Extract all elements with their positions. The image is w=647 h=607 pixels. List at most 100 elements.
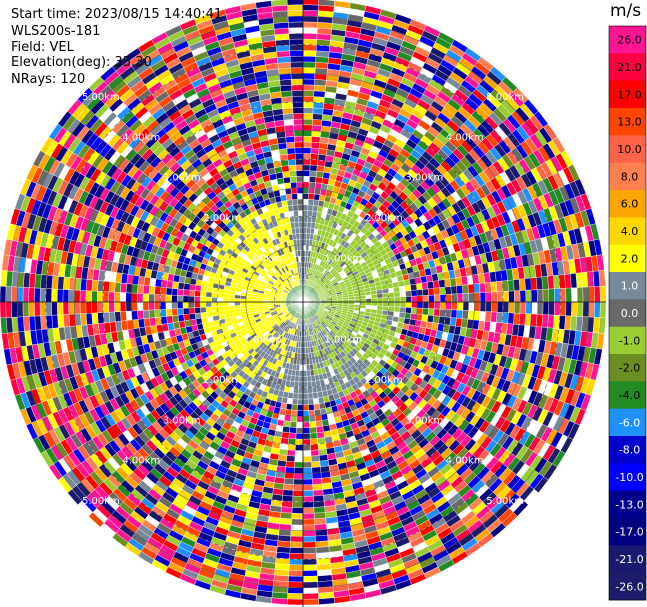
velocity-gate	[404, 312, 412, 320]
velocity-gate	[308, 181, 316, 189]
velocity-gate	[548, 288, 555, 303]
velocity-gate	[417, 295, 424, 303]
velocity-gate	[302, 513, 315, 520]
velocity-gate	[316, 165, 325, 173]
velocity-gate	[205, 296, 212, 303]
velocity-gate	[22, 301, 30, 317]
velocity-gate	[297, 393, 304, 400]
velocity-gate	[490, 281, 498, 293]
velocity-gate	[17, 301, 24, 318]
velocity-gate	[302, 147, 312, 154]
velocity-gate	[79, 301, 87, 314]
velocity-gate	[594, 301, 601, 318]
velocity-gate	[535, 276, 543, 290]
velocity-gate	[302, 113, 314, 120]
velocity-gate	[310, 443, 319, 451]
velocity-gate	[313, 506, 326, 514]
velocity-gate	[188, 301, 195, 309]
velocity-gate	[314, 79, 327, 87]
velocity-gate	[28, 287, 35, 303]
velocity-gate	[302, 490, 314, 497]
velocity-gate	[399, 301, 407, 308]
velocity-gate	[433, 308, 441, 317]
velocity-gate	[315, 540, 329, 548]
velocity-gate	[377, 297, 384, 303]
velocity-gate	[405, 296, 412, 303]
velocity-gate	[62, 301, 70, 315]
velocity-gate	[317, 443, 327, 450]
velocity-gate	[462, 301, 469, 311]
velocity-gate	[171, 308, 179, 316]
velocity-gate	[428, 301, 435, 310]
velocity-gate	[51, 288, 58, 303]
velocity-gate	[194, 290, 201, 297]
velocity-gate	[91, 279, 99, 292]
velocity-gate	[309, 421, 317, 428]
velocity-gate	[318, 0, 335, 7]
velocity-gate	[154, 301, 161, 310]
velocity-gate	[279, 517, 292, 525]
velocity-gate	[302, 416, 310, 423]
velocity-gate	[542, 288, 549, 303]
velocity-gate	[311, 124, 322, 132]
velocity-gate	[251, 304, 258, 308]
velocity-gate	[426, 281, 434, 290]
velocity-gate	[102, 301, 110, 313]
velocity-gate	[288, 564, 304, 571]
velocity-gate	[428, 294, 435, 303]
velocity-gate	[0, 301, 7, 319]
velocity-gate	[240, 291, 247, 297]
velocity-gate	[131, 301, 138, 312]
velocity-gate	[302, 347, 306, 354]
velocity-gate	[177, 295, 184, 303]
velocity-gate	[286, 598, 304, 606]
velocity-gate	[166, 315, 174, 324]
velocity-gate	[288, 432, 297, 440]
velocity-gate	[296, 416, 304, 423]
velocity-gate	[159, 301, 167, 310]
velocity-gate	[302, 575, 318, 583]
velocity-gate	[311, 386, 318, 394]
velocity-gate	[288, 570, 304, 577]
velocity-gate	[359, 298, 367, 303]
velocity-gate	[62, 289, 70, 303]
velocity-gate	[298, 376, 304, 383]
velocity-gate	[0, 285, 7, 303]
velocity-gate	[349, 2, 367, 12]
velocity-gate	[51, 314, 59, 329]
velocity-gate	[372, 479, 385, 490]
velocity-gate	[456, 285, 464, 295]
velocity-gate	[554, 301, 561, 316]
velocity-gate	[307, 199, 314, 206]
velocity-gate	[302, 393, 309, 400]
velocity-gate	[80, 313, 88, 326]
velocity-gate	[142, 293, 150, 303]
velocity-gate	[142, 285, 150, 295]
velocity-gate	[302, 61, 316, 69]
velocity-gate	[271, 597, 288, 605]
velocity-gate	[302, 170, 311, 177]
velocity-gate	[496, 301, 504, 313]
velocity-gate	[416, 307, 424, 315]
velocity-gate	[302, 581, 319, 588]
velocity-gate	[560, 436, 574, 454]
velocity-gate	[397, 280, 405, 288]
velocity-gate	[426, 314, 434, 323]
velocity-gate	[473, 310, 481, 321]
velocity-gate	[108, 291, 115, 303]
velocity-gate	[404, 284, 412, 292]
velocity-gate	[114, 311, 122, 322]
velocity-gate	[386, 282, 394, 289]
velocity-gate	[182, 307, 190, 315]
velocity-gate	[302, 398, 309, 406]
velocity-gate	[599, 285, 607, 303]
velocity-gate	[302, 501, 314, 508]
velocity-gate	[444, 278, 451, 288]
velocity-gate	[283, 483, 294, 491]
velocity-gate	[239, 301, 247, 306]
velocity-gate	[194, 296, 201, 303]
velocity-gate	[333, 0, 351, 9]
velocity-gate	[298, 370, 304, 377]
velocity-gate	[444, 309, 452, 318]
velocity-gate	[302, 67, 316, 74]
